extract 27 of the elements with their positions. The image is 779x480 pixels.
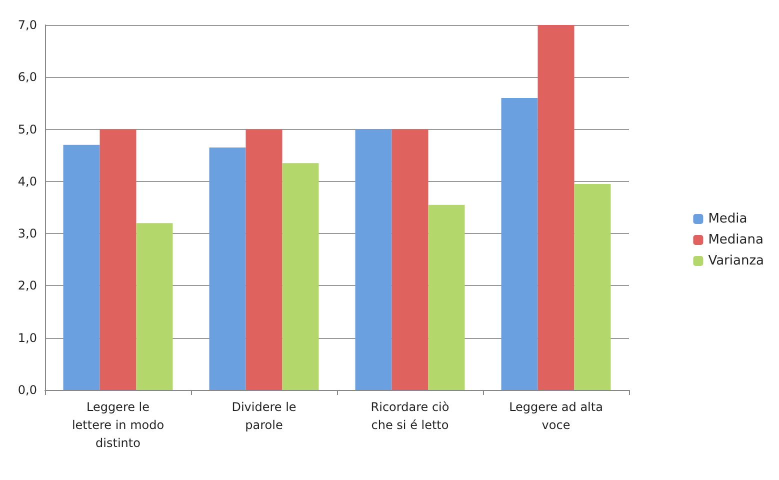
legend-label: Varianza [708, 254, 764, 268]
legend-label: Mediana [708, 232, 764, 248]
bar [100, 129, 136, 390]
x-tick-label: Leggere ad alta voce [509, 400, 603, 432]
x-tick-label: Dividere le parole [232, 400, 296, 432]
legend-label: Media [708, 212, 748, 226]
y-tick-label: 4,0 [18, 174, 37, 188]
bar [282, 163, 319, 390]
bar [136, 223, 173, 390]
y-tick-label: 3,0 [18, 226, 37, 241]
y-tick-label: 6,0 [18, 70, 37, 84]
x-tick-label: Leggere le lettere in modo distinto [72, 400, 164, 450]
bar [428, 204, 465, 390]
bar [246, 129, 282, 390]
x-tick-label: Ricordare ciò che si é letto [370, 400, 450, 432]
bar [538, 25, 574, 390]
bar [355, 129, 392, 390]
y-tick-label: 7,0 [18, 18, 37, 32]
y-tick-label: 5,0 [18, 122, 37, 136]
y-tick-label: 1,0 [18, 330, 37, 345]
y-tick-label: 2,0 [18, 278, 37, 293]
bar [501, 98, 538, 390]
y-tick-label: 0,0 [18, 383, 37, 397]
bar [209, 148, 246, 390]
bar [63, 144, 100, 390]
bar [392, 129, 428, 390]
bar [574, 184, 611, 390]
